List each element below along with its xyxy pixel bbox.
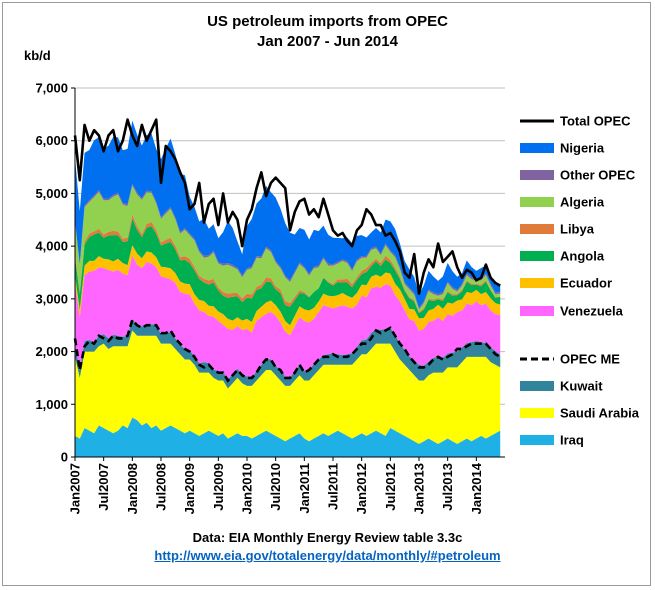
area-venezuela	[75, 255, 501, 379]
y-tick-label-2: 2,000	[35, 344, 68, 359]
legend-iraq-label: Iraq	[560, 433, 584, 448]
y-tick-label-4: 4,000	[35, 239, 68, 254]
x-tick-label-5: Jul2009	[211, 463, 226, 511]
area-saudi-arabia	[75, 330, 501, 444]
x-tick-label-1: Jul2007	[96, 463, 111, 511]
legend-saudi-arabia-swatch	[520, 408, 554, 418]
chart-title: US petroleum imports from OPEC Jan 2007 …	[0, 12, 655, 52]
x-tick-label-14: Jan2014	[469, 462, 484, 514]
x-tick-label-9: Jul2011	[326, 463, 341, 510]
line-total-opec	[73, 118, 501, 295]
y-ticks: 0 1,000 2,000 3,000 4,000 5,000 6,000 7,000	[35, 81, 75, 465]
legend-nigeria-label: Nigeria	[560, 141, 605, 156]
x-tick-label-6: Jan2010	[240, 463, 255, 514]
x-tick-label-13: Jul2013	[440, 463, 455, 511]
legend-opec-me-label: OPEC ME	[560, 352, 620, 367]
x-tick-label-12: Jan2013	[412, 463, 427, 514]
legend-iraq-swatch	[520, 435, 554, 445]
stacked-areas	[75, 120, 501, 457]
area-nigeria	[75, 120, 501, 308]
data-source-link[interactable]: http://www.eia.gov/totalenergy/data/mont…	[154, 548, 501, 563]
area-algeria	[75, 185, 501, 313]
x-tick-label-0: Jan2007	[68, 463, 83, 514]
legend-kuwait-swatch	[520, 381, 554, 391]
x-tick-label-7: Jul2010	[268, 463, 283, 511]
legend-total-opec-label: Total OPEC	[560, 114, 631, 129]
legend-angola-swatch	[520, 251, 554, 261]
line-opec-me	[73, 317, 501, 383]
y-axis-unit-label: kb/d	[24, 48, 51, 63]
total-lines	[73, 118, 501, 383]
x-tick-label-10: Jan2012	[354, 463, 369, 514]
legend-venezuela-swatch	[520, 306, 554, 316]
legend-venezuela-label: Venezuela	[560, 304, 624, 319]
legend-kuwait-label: Kuwait	[560, 379, 603, 394]
legend-libya-swatch	[520, 224, 554, 234]
legend-saudi-arabia-label: Saudi Arabia	[560, 406, 640, 421]
legend-angola-label: Angola	[560, 249, 605, 264]
y-tick-label-7: 7,000	[35, 81, 68, 96]
chart-title-line-1: US petroleum imports from OPEC	[207, 13, 448, 30]
y-tick-label-3: 3,000	[35, 291, 68, 306]
legend-nigeria-swatch	[520, 143, 554, 153]
legend: Total OPEC Nigeria Other OPEC Algeria Libya A…	[520, 114, 640, 448]
legend-ecuador-label: Ecuador	[560, 276, 612, 291]
x-ticks: Jan2007 Jul2007 Jan2008 Jul2008 Jan2009 Jul20…	[68, 457, 484, 514]
x-tick-label-11: Jul2012	[383, 463, 398, 511]
x-tick-label-2: Jan2008	[125, 463, 140, 514]
legend-libya-label: Libya	[560, 222, 595, 237]
x-tick-label-3: Jul2008	[154, 463, 169, 511]
area-iraq	[75, 417, 501, 457]
y-tick-label-6: 6,000	[35, 133, 68, 148]
chart-title-line-2: Jan 2007 - Jun 2014	[257, 33, 398, 50]
x-tick-label-4: Jan2009	[182, 463, 197, 514]
y-tick-label-1: 1,000	[35, 397, 68, 412]
x-tick-label-8: Jan2011	[297, 463, 312, 514]
data-source-note: Data: EIA Monthly Energy Review table 3.…	[192, 530, 463, 545]
legend-ecuador-swatch	[520, 278, 554, 288]
axes	[74, 88, 505, 458]
y-tick-label-5: 5,000	[35, 186, 68, 201]
legend-other-opec-label: Other OPEC	[560, 168, 636, 183]
y-tick-label-0: 0	[61, 450, 68, 465]
legend-other-opec-swatch	[520, 170, 554, 180]
legend-algeria-label: Algeria	[560, 195, 605, 210]
legend-algeria-swatch	[520, 197, 554, 207]
